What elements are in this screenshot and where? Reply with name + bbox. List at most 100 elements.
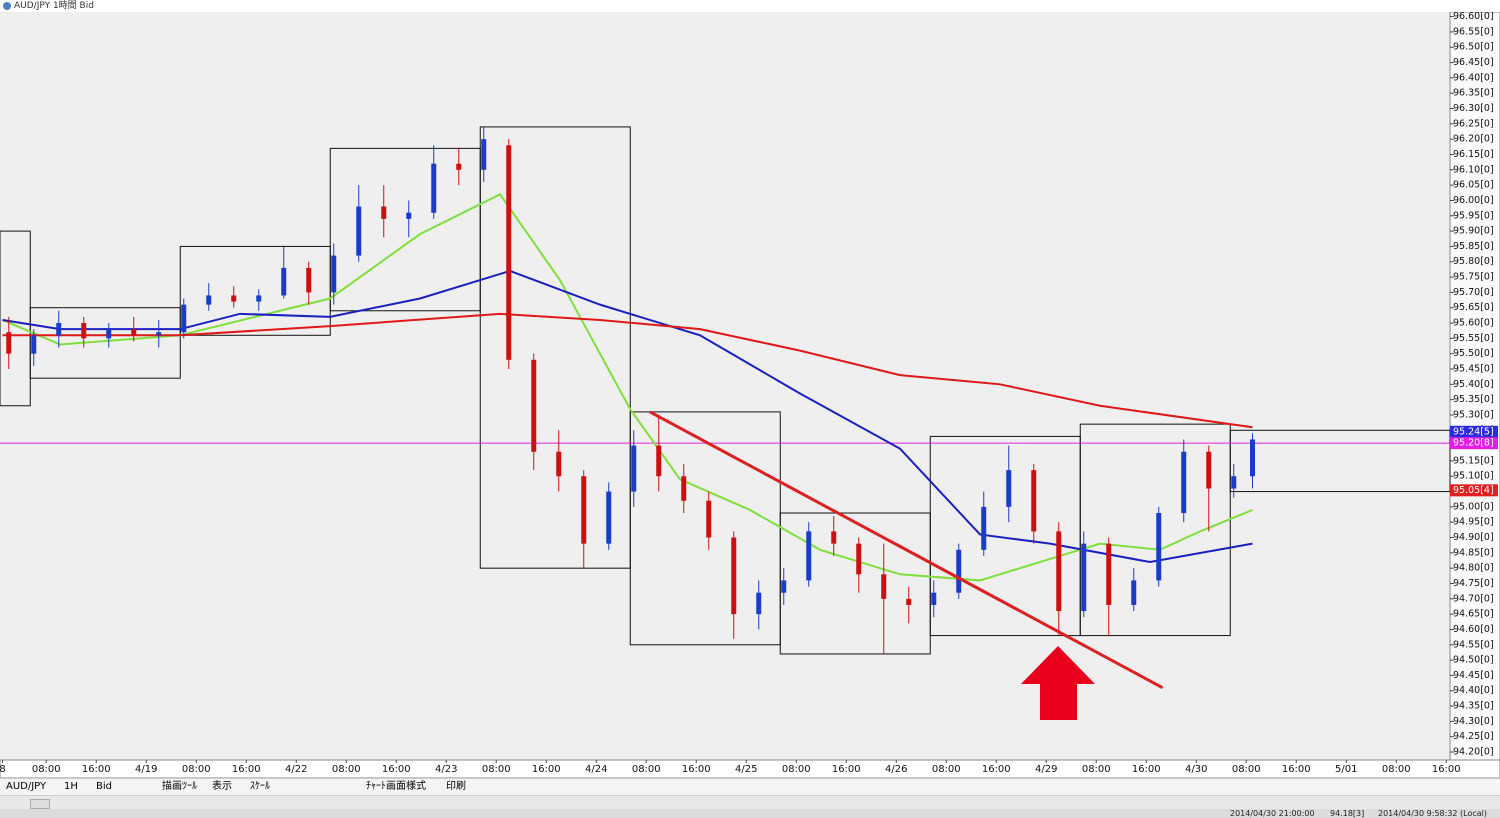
y-tick-label: 94.50[0] bbox=[1453, 655, 1494, 666]
x-tick-label: 4/24 bbox=[585, 764, 607, 775]
y-tick-label: 95.95[0] bbox=[1453, 210, 1494, 221]
y-tick-label: 94.65[0] bbox=[1453, 609, 1494, 620]
y-tick-label: 95.80[0] bbox=[1453, 256, 1494, 267]
price-tag bbox=[1450, 437, 1498, 450]
y-tick-label: 96.00[0] bbox=[1453, 195, 1494, 206]
candle-body bbox=[481, 139, 487, 170]
x-tick-label: 8 bbox=[0, 764, 6, 775]
y-tick-label: 95.90[0] bbox=[1453, 226, 1494, 237]
y-tick-label: 95.30[0] bbox=[1453, 409, 1494, 420]
candle-body bbox=[431, 163, 437, 213]
candle-body bbox=[706, 500, 712, 538]
y-tick-label: 95.40[0] bbox=[1453, 379, 1494, 390]
candle-body bbox=[606, 491, 612, 544]
candle-body bbox=[206, 295, 212, 305]
plot-background bbox=[0, 12, 1450, 760]
candle-body bbox=[156, 332, 162, 336]
y-tick-label: 96.05[0] bbox=[1453, 180, 1494, 191]
y-tick-label: 95.55[0] bbox=[1453, 333, 1494, 344]
draw-tool-button[interactable]: 描画ﾂｰﾙ bbox=[162, 781, 197, 792]
timeframe-button[interactable]: 1H bbox=[64, 781, 78, 792]
x-tick-label: 5/01 bbox=[1335, 764, 1357, 775]
x-tick-label: 4/30 bbox=[1185, 764, 1207, 775]
candle-body bbox=[131, 329, 137, 336]
y-tick-label: 94.75[0] bbox=[1453, 578, 1494, 589]
y-tick-label: 96.35[0] bbox=[1453, 88, 1494, 99]
candle-body bbox=[456, 163, 462, 170]
candle-body bbox=[831, 531, 837, 544]
x-tick-label: 16:00 bbox=[1132, 764, 1161, 775]
y-tick-label: 94.90[0] bbox=[1453, 532, 1494, 543]
y-tick-label: 95.45[0] bbox=[1453, 363, 1494, 374]
candle-body bbox=[756, 592, 762, 615]
candle-body bbox=[981, 506, 987, 550]
scale-button[interactable]: ｽｹｰﾙ bbox=[250, 781, 270, 792]
x-tick-label: 08:00 bbox=[32, 764, 61, 775]
candle-body bbox=[1250, 439, 1255, 477]
price-tag bbox=[1450, 484, 1498, 497]
symbol-button[interactable]: AUD/JPY bbox=[6, 781, 47, 792]
x-tick-label: 4/26 bbox=[885, 764, 907, 775]
y-tick-label: 95.50[0] bbox=[1453, 348, 1494, 359]
y-tick-label: 96.15[0] bbox=[1453, 149, 1494, 160]
arrow-annotation bbox=[1021, 646, 1095, 720]
y-tick-label: 96.10[0] bbox=[1453, 164, 1494, 175]
y-tick-label: 94.60[0] bbox=[1453, 624, 1494, 635]
moving-average bbox=[2, 312, 1253, 429]
y-tick-label: 96.30[0] bbox=[1453, 103, 1494, 114]
x-tick-label: 16:00 bbox=[682, 764, 711, 775]
toolbar: AUD/JPY 1H Bid 描画ﾂｰﾙ 表示 ｽｹｰﾙ ﾁｬｰﾄ画面様式 印刷 bbox=[0, 778, 1500, 795]
candle-body bbox=[531, 359, 537, 452]
candle-body bbox=[1006, 470, 1012, 507]
candle-body bbox=[1181, 451, 1187, 514]
x-tick-label: 4/23 bbox=[435, 764, 457, 775]
y-tick-label: 96.55[0] bbox=[1453, 26, 1494, 37]
x-tick-label: 08:00 bbox=[332, 764, 361, 775]
candle-body bbox=[931, 592, 937, 605]
style-button[interactable]: ﾁｬｰﾄ画面様式 bbox=[366, 781, 426, 792]
y-tick-label: 95.10[0] bbox=[1453, 471, 1494, 482]
x-tick-label: 08:00 bbox=[1232, 764, 1261, 775]
candle-body bbox=[231, 295, 237, 302]
candle-body bbox=[181, 304, 187, 333]
y-tick-label: 94.40[0] bbox=[1453, 685, 1494, 696]
y-tick-label: 94.95[0] bbox=[1453, 517, 1494, 528]
x-tick-label: 08:00 bbox=[932, 764, 961, 775]
candle-body bbox=[1106, 543, 1112, 605]
status-time: 2014/04/30 21:00:00 bbox=[1230, 809, 1315, 818]
chart: 94.20[0] 94.25[0] 94.30[0] 94.35[0] 94.40[0]… bbox=[0, 12, 1500, 778]
candle-body bbox=[656, 445, 662, 477]
candle-body bbox=[956, 549, 962, 593]
candle-body bbox=[256, 295, 262, 302]
candle-body bbox=[56, 323, 62, 336]
x-tick-label: 08:00 bbox=[482, 764, 511, 775]
candle-body bbox=[856, 543, 862, 575]
daily-range-box bbox=[479, 126, 631, 569]
daily-range-box bbox=[1229, 429, 1451, 493]
candle-body bbox=[581, 476, 587, 544]
x-tick-label: 08:00 bbox=[1082, 764, 1111, 775]
candle-body bbox=[1231, 476, 1237, 489]
price-tag-label: 95.24[5] bbox=[1453, 426, 1494, 437]
price-tag bbox=[1450, 425, 1498, 438]
x-tick-label: 16:00 bbox=[982, 764, 1011, 775]
candle-body bbox=[306, 267, 312, 293]
candle-body bbox=[881, 574, 887, 599]
y-tick-label: 94.80[0] bbox=[1453, 563, 1494, 574]
title-bar: AUD/JPY 1時間 Bid bbox=[0, 0, 1500, 12]
y-tick-label: 95.15[0] bbox=[1453, 455, 1494, 466]
scrollbar[interactable] bbox=[0, 795, 1500, 810]
y-tick-label: 94.30[0] bbox=[1453, 716, 1494, 727]
y-tick-label: 96.25[0] bbox=[1453, 118, 1494, 129]
price-button[interactable]: Bid bbox=[96, 781, 112, 792]
candle-body bbox=[806, 531, 812, 581]
y-tick-label: 95.35[0] bbox=[1453, 394, 1494, 405]
y-tick-label: 95.60[0] bbox=[1453, 318, 1494, 329]
candle-body bbox=[1081, 543, 1087, 612]
x-tick-label: 08:00 bbox=[1382, 764, 1411, 775]
status-local: 2014/04/30 9:58:32 (Local) bbox=[1378, 809, 1488, 818]
x-tick-label: 08:00 bbox=[782, 764, 811, 775]
print-button[interactable]: 印刷 bbox=[446, 781, 466, 792]
y-tick-label: 94.55[0] bbox=[1453, 639, 1494, 650]
view-button[interactable]: 表示 bbox=[212, 781, 232, 792]
